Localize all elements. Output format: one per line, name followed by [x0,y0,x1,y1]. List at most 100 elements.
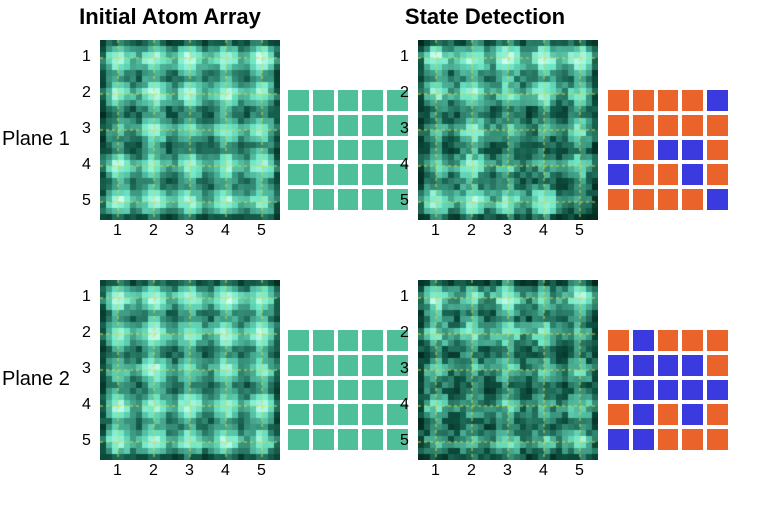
state-cell [313,189,334,210]
state-cell [658,90,679,111]
state-cell [633,330,654,351]
state-cell [658,140,679,161]
state-cell [633,140,654,161]
y-tick: 1 [400,288,409,306]
state-cell [707,140,728,161]
state-cell [362,330,383,351]
state-cell [608,380,629,401]
y-tick: 5 [400,192,409,210]
state-cell [608,164,629,185]
state-cell [658,164,679,185]
state-cell [658,189,679,210]
y-tick: 4 [82,156,91,174]
x-tick: 5 [257,222,266,240]
state-cell [633,380,654,401]
state-cell [313,90,334,111]
x-tick: 1 [113,222,122,240]
state-cell [682,330,703,351]
state-grid-r2c1 [288,330,408,450]
state-cell [633,115,654,136]
state-cell [288,140,309,161]
state-cell [707,90,728,111]
row1-label: Plane 1 [2,128,70,151]
x-tick: 2 [149,462,158,480]
state-cell [362,429,383,450]
state-cell [313,355,334,376]
col1-title: Initial Atom Array [60,4,280,30]
state-cell [362,355,383,376]
state-cell [682,140,703,161]
state-cell [288,164,309,185]
x-tick: 3 [185,222,194,240]
state-cell [362,90,383,111]
x-tick: 1 [431,462,440,480]
y-tick: 3 [400,360,409,378]
state-cell [707,330,728,351]
state-cell [313,330,334,351]
state-cell [288,330,309,351]
state-cell [707,404,728,425]
state-grid-r1c1 [288,90,408,210]
state-cell [633,164,654,185]
y-tick: 3 [82,360,91,378]
x-tick: 1 [431,222,440,240]
y-tick: 1 [400,48,409,66]
state-cell [338,330,359,351]
y-tick: 2 [82,324,91,342]
state-cell [338,140,359,161]
state-cell [707,164,728,185]
state-cell [633,189,654,210]
state-cell [313,140,334,161]
atom-image-r2c2 [418,280,598,460]
x-tick: 5 [575,462,584,480]
x-tick: 2 [467,462,476,480]
state-cell [338,90,359,111]
state-cell [608,355,629,376]
y-tick: 5 [400,432,409,450]
y-tick: 4 [400,156,409,174]
state-cell [313,115,334,136]
y-tick: 2 [400,84,409,102]
y-tick: 1 [82,288,91,306]
state-cell [288,429,309,450]
state-cell [313,380,334,401]
state-cell [362,164,383,185]
x-tick: 3 [503,222,512,240]
x-tick: 4 [539,462,548,480]
state-cell [338,404,359,425]
x-tick: 3 [185,462,194,480]
x-tick: 1 [113,462,122,480]
y-tick: 4 [400,396,409,414]
x-tick: 4 [221,462,230,480]
state-cell [633,355,654,376]
state-cell [682,115,703,136]
state-cell [338,115,359,136]
state-cell [633,90,654,111]
state-cell [608,330,629,351]
x-tick: 3 [503,462,512,480]
y-tick: 2 [82,84,91,102]
state-cell [313,429,334,450]
state-cell [608,404,629,425]
state-cell [288,404,309,425]
x-tick: 5 [257,462,266,480]
x-tick: 4 [221,222,230,240]
state-cell [682,404,703,425]
state-cell [658,429,679,450]
state-cell [658,355,679,376]
state-cell [658,380,679,401]
state-cell [658,115,679,136]
state-cell [362,140,383,161]
state-cell [633,429,654,450]
state-cell [338,355,359,376]
state-cell [288,115,309,136]
state-cell [362,189,383,210]
state-cell [362,115,383,136]
state-cell [338,380,359,401]
state-cell [608,90,629,111]
atom-image-r2c1 [100,280,280,460]
state-cell [338,164,359,185]
state-cell [682,355,703,376]
state-cell [682,429,703,450]
atom-image-r1c1 [100,40,280,220]
